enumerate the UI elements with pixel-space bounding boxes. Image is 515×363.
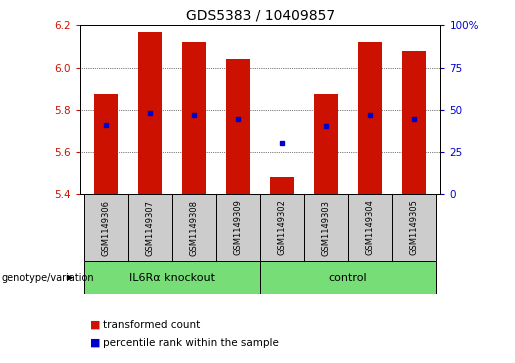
Bar bbox=[94, 94, 118, 194]
Text: GSM1149307: GSM1149307 bbox=[146, 200, 154, 256]
Title: GDS5383 / 10409857: GDS5383 / 10409857 bbox=[185, 9, 335, 23]
Bar bbox=[260, 261, 436, 294]
Bar bbox=[216, 194, 260, 261]
Text: ■: ■ bbox=[90, 320, 100, 330]
Text: GSM1149303: GSM1149303 bbox=[321, 200, 331, 256]
Text: ■: ■ bbox=[90, 338, 100, 348]
Text: GSM1149305: GSM1149305 bbox=[409, 200, 419, 256]
Text: percentile rank within the sample: percentile rank within the sample bbox=[103, 338, 279, 348]
Bar bbox=[128, 194, 172, 261]
Bar bbox=[260, 194, 304, 261]
Text: control: control bbox=[329, 273, 367, 283]
Bar bbox=[84, 261, 260, 294]
Text: genotype/variation: genotype/variation bbox=[1, 273, 94, 283]
Bar bbox=[270, 177, 294, 194]
Text: transformed count: transformed count bbox=[103, 320, 200, 330]
Text: GSM1149304: GSM1149304 bbox=[366, 200, 374, 256]
Bar bbox=[402, 51, 426, 194]
Text: GSM1149308: GSM1149308 bbox=[190, 200, 199, 256]
Bar bbox=[138, 32, 162, 194]
Text: GSM1149309: GSM1149309 bbox=[234, 200, 243, 256]
Bar bbox=[84, 194, 128, 261]
Bar bbox=[172, 194, 216, 261]
Text: GSM1149302: GSM1149302 bbox=[278, 200, 286, 256]
Bar bbox=[358, 42, 382, 194]
Bar bbox=[182, 42, 206, 194]
Bar bbox=[392, 194, 436, 261]
Text: GSM1149306: GSM1149306 bbox=[101, 200, 111, 256]
Bar bbox=[226, 59, 250, 194]
Bar bbox=[314, 94, 338, 194]
Bar bbox=[304, 194, 348, 261]
Text: IL6Rα knockout: IL6Rα knockout bbox=[129, 273, 215, 283]
Bar bbox=[348, 194, 392, 261]
